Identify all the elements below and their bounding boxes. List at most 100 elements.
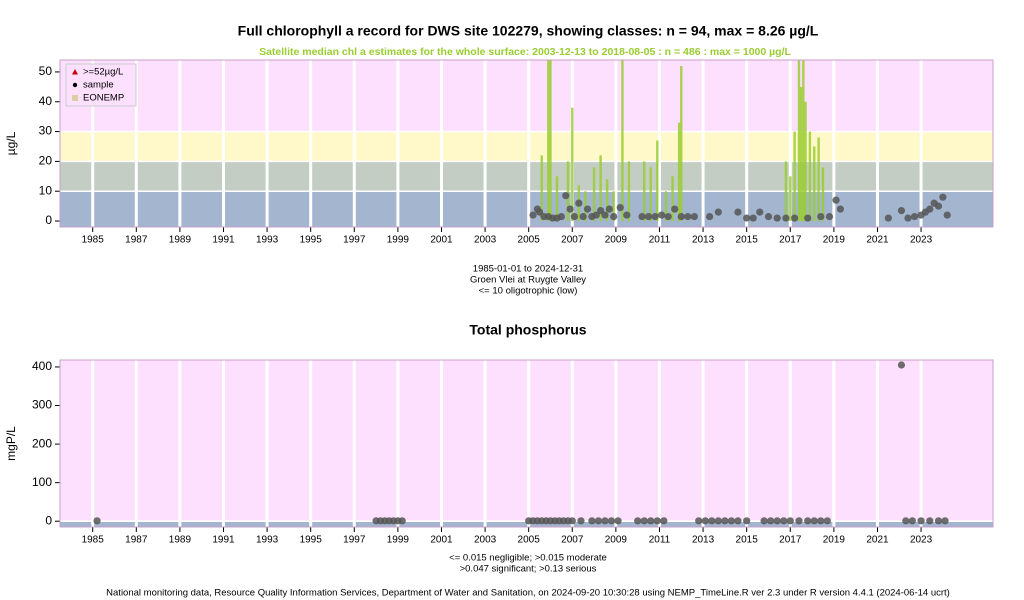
satellite-bar (649, 167, 652, 222)
satellite-bar (821, 167, 825, 222)
sample-point (638, 212, 646, 221)
sample-point (714, 208, 722, 216)
chart-title: Total phosphorus (469, 322, 586, 338)
satellite-bar (802, 60, 805, 222)
sample-point (791, 214, 799, 222)
sample-point (782, 214, 790, 222)
sample-point (660, 517, 668, 525)
x-tick-label: 2001 (430, 535, 453, 546)
sample-point (917, 517, 925, 525)
sample-point (714, 517, 722, 525)
sample-point (583, 205, 592, 213)
satellite-bar (793, 131, 796, 222)
sample-point (529, 211, 537, 219)
x-tick-label: 2019 (823, 535, 846, 546)
sample-point (743, 517, 751, 525)
sample-point (605, 205, 613, 213)
sample-point (904, 214, 912, 222)
sample-point (823, 517, 831, 525)
sample-point (651, 212, 659, 221)
satellite-bar (592, 167, 596, 222)
caption: >0.047 significant; >0.13 serious (460, 564, 597, 575)
sample-point (695, 517, 703, 525)
caption: 1985-01-01 to 2024-12-31 (473, 264, 583, 275)
x-tick-label: 2017 (779, 235, 802, 246)
sample-point (690, 212, 698, 221)
x-tick-label: 1989 (169, 235, 192, 246)
legend-marker (72, 95, 78, 101)
x-tick-label: 2013 (692, 535, 715, 546)
x-tick-label: 1985 (82, 235, 105, 246)
sample-point (734, 208, 742, 216)
x-tick-label: 2009 (605, 535, 628, 546)
satellite-bar (566, 161, 570, 222)
y-tick-label: 40 (39, 94, 53, 108)
sample-point (721, 517, 729, 525)
legend-marker (72, 69, 78, 75)
sample-point (398, 517, 406, 525)
x-tick-label: 2011 (649, 235, 671, 246)
x-tick-label: 1999 (387, 535, 410, 546)
sample-point (640, 517, 648, 525)
y-tick-label: 100 (32, 475, 52, 489)
sample-point (592, 211, 600, 219)
x-tick-label: 2021 (866, 235, 889, 246)
x-tick-label: 1991 (212, 235, 235, 246)
satellite-bar (549, 60, 552, 222)
sample-point (943, 211, 951, 219)
sample-point (671, 205, 679, 213)
sample-point (773, 517, 781, 525)
satellite-bar (605, 179, 609, 222)
sample-point (934, 202, 943, 210)
y-tick-label: 300 (32, 398, 52, 412)
sample-point (579, 212, 587, 221)
sample-point (817, 212, 825, 221)
sample-point (926, 205, 934, 213)
x-tick-label: 2005 (518, 535, 541, 546)
y-tick-label: 0 (45, 513, 52, 527)
x-tick-label: 2013 (692, 235, 715, 246)
x-tick-label: 2023 (910, 235, 933, 246)
sample-point (773, 214, 781, 222)
sample-point (749, 214, 757, 222)
legend-label: EONEMP (83, 93, 124, 104)
chart-subtitle: Satellite median chl a estimates for the… (259, 46, 791, 58)
sample-point (804, 214, 812, 222)
sample-point (795, 517, 803, 525)
sample-point (623, 211, 631, 219)
sample-point (902, 517, 910, 525)
sample-point (664, 212, 672, 221)
x-tick-label: 2015 (736, 535, 759, 546)
x-tick-label: 2023 (910, 535, 933, 546)
y-tick-label: 200 (32, 436, 52, 450)
x-tick-label: 1987 (125, 235, 148, 246)
sample-point (836, 205, 845, 213)
satellite-bar (656, 140, 659, 222)
satellite-bar (671, 176, 674, 222)
x-tick-label: 1997 (343, 535, 366, 546)
sample-point (566, 205, 574, 213)
sample-point (575, 199, 583, 207)
x-tick-label: 1993 (256, 235, 279, 246)
satellite-bar (621, 60, 624, 222)
y-tick-label: 0 (45, 213, 52, 227)
y-axis-label: µg/L (4, 131, 18, 155)
sample-point (653, 517, 661, 525)
sample-point (535, 208, 544, 216)
y-tick-label: 30 (39, 124, 53, 138)
satellite-bar (808, 131, 812, 222)
x-tick-label: 2007 (561, 535, 584, 546)
sample-point (941, 517, 949, 525)
sample-point (684, 212, 692, 221)
x-tick-label: 2005 (518, 235, 541, 246)
sample-point (597, 206, 605, 215)
sample-point (825, 212, 834, 221)
x-tick-label: 1999 (387, 235, 410, 246)
x-tick-label: 2019 (823, 235, 846, 246)
legend-marker (72, 82, 78, 88)
x-tick-label: 2017 (779, 535, 802, 546)
sample-point (760, 517, 768, 525)
sample-point (594, 517, 603, 525)
sample-point (756, 208, 764, 216)
